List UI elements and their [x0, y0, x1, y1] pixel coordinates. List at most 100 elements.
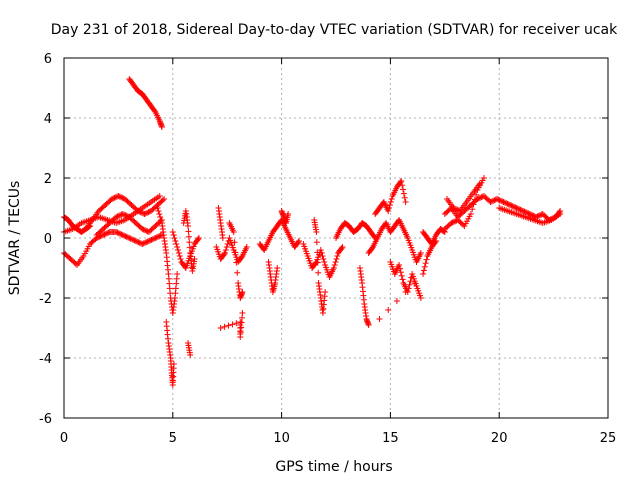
data-point: [141, 211, 148, 217]
data-point: [535, 212, 542, 219]
data-point: [338, 245, 345, 252]
data-point: [187, 352, 194, 358]
data-point: [141, 239, 148, 246]
data-point: [115, 230, 122, 237]
data-point: [480, 175, 487, 181]
data-point: [230, 229, 237, 235]
data-point: [319, 253, 326, 259]
y-tick-label: 4: [44, 112, 52, 127]
data-point: [134, 208, 141, 214]
data-point: [232, 249, 239, 256]
data-point: [111, 194, 118, 201]
data-point: [153, 234, 160, 241]
data-point: [477, 194, 484, 201]
data-point: [130, 236, 137, 243]
data-point: [222, 250, 229, 256]
data-point: [195, 236, 202, 243]
data-point: [155, 233, 162, 240]
data-point: [148, 236, 155, 243]
x-tick-label: 25: [600, 431, 617, 446]
data-point: [448, 220, 455, 226]
data-point: [195, 235, 202, 241]
data-point: [131, 237, 138, 244]
data-point: [520, 208, 527, 214]
data-point: [317, 247, 324, 253]
x-axis-title: GPS time / hours: [275, 459, 392, 475]
data-point: [503, 200, 510, 207]
data-point: [318, 250, 325, 256]
data-point: [405, 285, 412, 292]
data-point: [158, 217, 165, 223]
data-point: [449, 219, 456, 226]
data-point: [495, 196, 502, 203]
data-point: [322, 289, 329, 295]
data-point: [156, 193, 163, 199]
data-point: [518, 207, 525, 214]
data-point: [331, 262, 338, 268]
data-point: [72, 260, 79, 267]
data-point: [243, 244, 250, 250]
data-point: [114, 213, 121, 220]
data-point: [501, 199, 508, 206]
data-point: [161, 196, 168, 202]
data-point: [491, 197, 498, 204]
data-point: [332, 259, 339, 265]
data-point: [517, 206, 524, 213]
data-point: [98, 232, 105, 239]
data-point: [139, 241, 146, 247]
data-point: [500, 199, 507, 205]
data-point: [508, 202, 515, 209]
data-point: [123, 233, 130, 240]
data-point: [158, 124, 165, 130]
data-point: [330, 265, 337, 271]
data-point: [233, 259, 240, 266]
data-point: [156, 211, 163, 217]
data-point: [296, 238, 303, 244]
data-point: [417, 250, 424, 256]
data-point: [313, 229, 320, 235]
data-point: [100, 232, 107, 238]
data-point: [388, 196, 395, 202]
data-point: [121, 211, 128, 218]
data-point: [176, 253, 183, 259]
data-point: [134, 238, 141, 245]
x-tick-label: 10: [273, 431, 290, 446]
data-point: [105, 229, 112, 236]
data-point: [487, 199, 494, 205]
data-point: [460, 221, 467, 228]
data-point: [417, 295, 424, 301]
data-point: [171, 235, 178, 241]
data-point: [471, 196, 478, 203]
data-point: [170, 232, 177, 238]
data-point: [144, 209, 151, 216]
data-point: [365, 322, 372, 328]
data-point: [152, 235, 159, 241]
data-point: [223, 244, 230, 250]
data-point: [285, 211, 292, 217]
data-point: [128, 236, 135, 243]
data-point: [387, 199, 394, 205]
data-point: [113, 214, 120, 220]
data-point: [113, 229, 120, 235]
data-point: [314, 249, 321, 256]
data-point: [141, 227, 148, 234]
data-point: [474, 196, 481, 202]
data-point: [475, 195, 482, 202]
data-point: [402, 199, 409, 205]
x-tick-label: 15: [382, 431, 399, 446]
y-tick-label: 6: [44, 52, 52, 67]
data-point: [140, 240, 147, 247]
data-point: [397, 269, 404, 276]
y-tick-label: -2: [39, 292, 52, 307]
data-point: [521, 208, 528, 215]
data-point: [496, 197, 503, 204]
x-tick-label: 0: [60, 431, 68, 446]
data-point: [334, 253, 341, 259]
data-point: [526, 211, 533, 217]
data-point: [115, 193, 122, 199]
data-point: [400, 190, 407, 197]
data-point: [104, 230, 111, 237]
data-point: [512, 204, 519, 211]
data-point: [386, 202, 393, 208]
